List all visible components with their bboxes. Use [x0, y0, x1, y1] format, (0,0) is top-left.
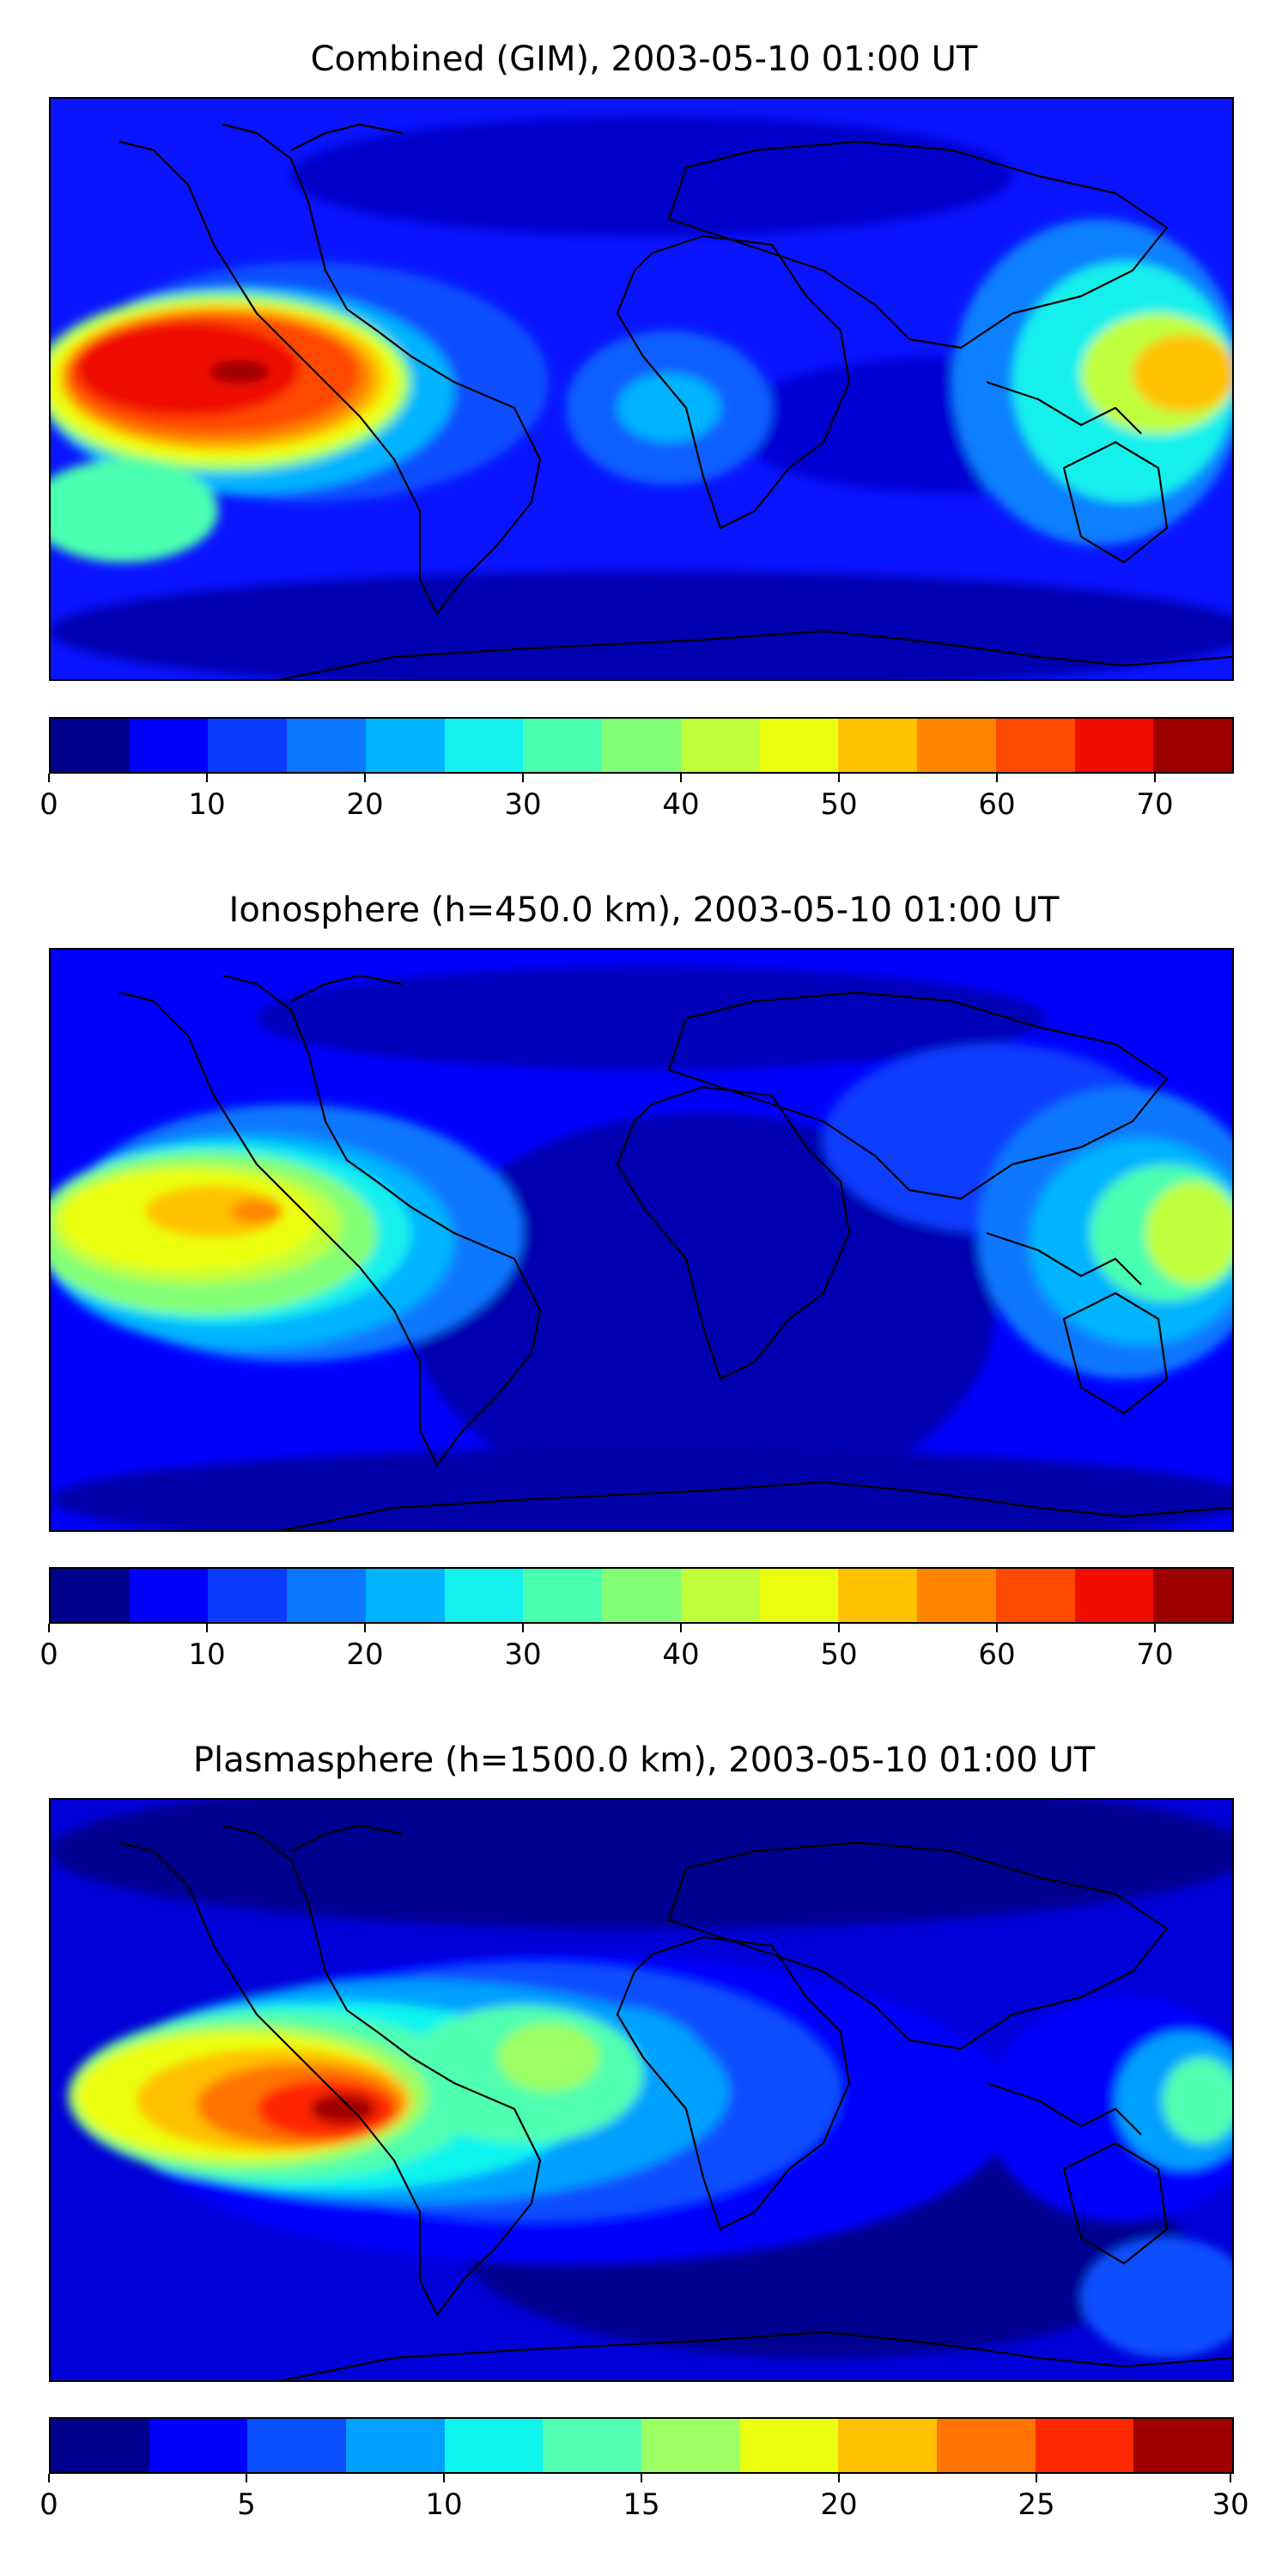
colorbar-segment	[129, 1569, 209, 1622]
colorbar-segment	[523, 1569, 603, 1622]
colorbar-segment	[444, 1569, 524, 1622]
colorbar-segment	[51, 1569, 130, 1622]
colorbar-segment	[523, 719, 603, 772]
colorbar-tick-label: 15	[623, 2488, 660, 2522]
colorbar-segment	[641, 2419, 740, 2472]
colorbar-segment	[444, 719, 524, 772]
colorbar-tick-label: 30	[1212, 2488, 1249, 2522]
colorbar-tick-label: 60	[978, 787, 1016, 822]
colorbar-segment	[680, 719, 760, 772]
colorbar-segment	[1153, 1569, 1233, 1622]
panel-2-title: Ionosphere (h=450.0 km), 2003-05-10 01:0…	[228, 890, 1060, 930]
colorbar-tick-label: 40	[662, 1637, 700, 1672]
colorbar-segment	[680, 1569, 760, 1622]
panel-1-map	[49, 97, 1234, 681]
colorbar-segment	[247, 2419, 347, 2472]
colorbar-segment	[346, 2419, 445, 2472]
colorbar-segment	[759, 719, 839, 772]
colorbar-segment	[1133, 2419, 1233, 2472]
colorbar-segment	[129, 719, 209, 772]
panel-2-colorbar-ticks: 0 10 20 30 40 50 60 70	[39, 1624, 1234, 1675]
colorbar-segment	[1074, 1569, 1154, 1622]
colorbar-tick-label: 70	[1136, 1637, 1174, 1672]
colorbar-segment	[1035, 2419, 1134, 2472]
colorbar-segment	[1153, 719, 1233, 772]
colorbar-tick-label: 20	[346, 1637, 384, 1672]
colorbar-tick-label: 30	[504, 787, 542, 822]
colorbar-tick-label: 40	[662, 787, 700, 822]
panel-3-title: Plasmasphere (h=1500.0 km), 2003-05-10 0…	[192, 1741, 1096, 1780]
colorbar-segment	[543, 2419, 642, 2472]
colorbar-segment	[602, 719, 681, 772]
colorbar-tick-label: 70	[1136, 787, 1174, 822]
coastlines	[118, 974, 1232, 1530]
colorbar-segment	[444, 2419, 544, 2472]
colorbar-segment	[739, 2419, 839, 2472]
colorbar-tick-label: 0	[39, 2488, 58, 2522]
colorbar-tick-label: 0	[39, 1637, 58, 1672]
colorbar-tick-label: 10	[188, 787, 226, 822]
colorbar-tick-label: 20	[346, 787, 384, 822]
coastlines	[118, 1824, 1232, 2380]
panel-2-map	[49, 948, 1234, 1532]
panel-3-map	[49, 1798, 1234, 2382]
colorbar-segment	[51, 2419, 149, 2472]
colorbar-segment	[838, 719, 918, 772]
colorbar-tick-label: 5	[237, 2488, 256, 2522]
colorbar-tick-label: 0	[39, 787, 58, 822]
panel-1-colorbar	[49, 717, 1234, 774]
panel-2-colorbar	[49, 1567, 1234, 1624]
colorbar-segment	[149, 2419, 248, 2472]
panel-1-colorbar-ticks: 0 10 20 30 40 50 60 70	[39, 774, 1234, 825]
colorbar-segment	[365, 1569, 445, 1622]
panel-3-colorbar	[49, 2417, 1234, 2474]
colorbar-segment	[995, 1569, 1075, 1622]
colorbar-segment	[602, 1569, 681, 1622]
colorbar-segment	[838, 1569, 918, 1622]
colorbar-tick-label: 10	[425, 2488, 463, 2522]
panel-3-colorbar-ticks: 0 5 10 15 20 25 30	[39, 2474, 1249, 2525]
colorbar-segment	[208, 719, 288, 772]
colorbar-tick-label: 30	[504, 1637, 542, 1672]
colorbar-segment	[937, 2419, 1036, 2472]
colorbar-segment	[287, 1569, 366, 1622]
colorbar-tick-label: 60	[978, 1637, 1016, 1672]
colorbar-segment	[365, 719, 445, 772]
colorbar-tick-label: 25	[1018, 2488, 1055, 2522]
colorbar-segment	[51, 719, 130, 772]
coastlines	[118, 123, 1232, 679]
colorbar-segment	[838, 2419, 938, 2472]
colorbar-tick-label: 20	[820, 2488, 858, 2522]
colorbar-tick-label: 50	[820, 787, 858, 822]
colorbar-segment	[917, 719, 996, 772]
colorbar-tick-label: 10	[188, 1637, 226, 1672]
colorbar-segment	[995, 719, 1075, 772]
colorbar-segment	[287, 719, 366, 772]
colorbar-tick-label: 50	[820, 1637, 858, 1672]
colorbar-segment	[208, 1569, 288, 1622]
panel-1-title: Combined (GIM), 2003-05-10 01:00 UT	[310, 39, 978, 79]
colorbar-segment	[1074, 719, 1154, 772]
colorbar-segment	[917, 1569, 996, 1622]
colorbar-segment	[759, 1569, 839, 1622]
